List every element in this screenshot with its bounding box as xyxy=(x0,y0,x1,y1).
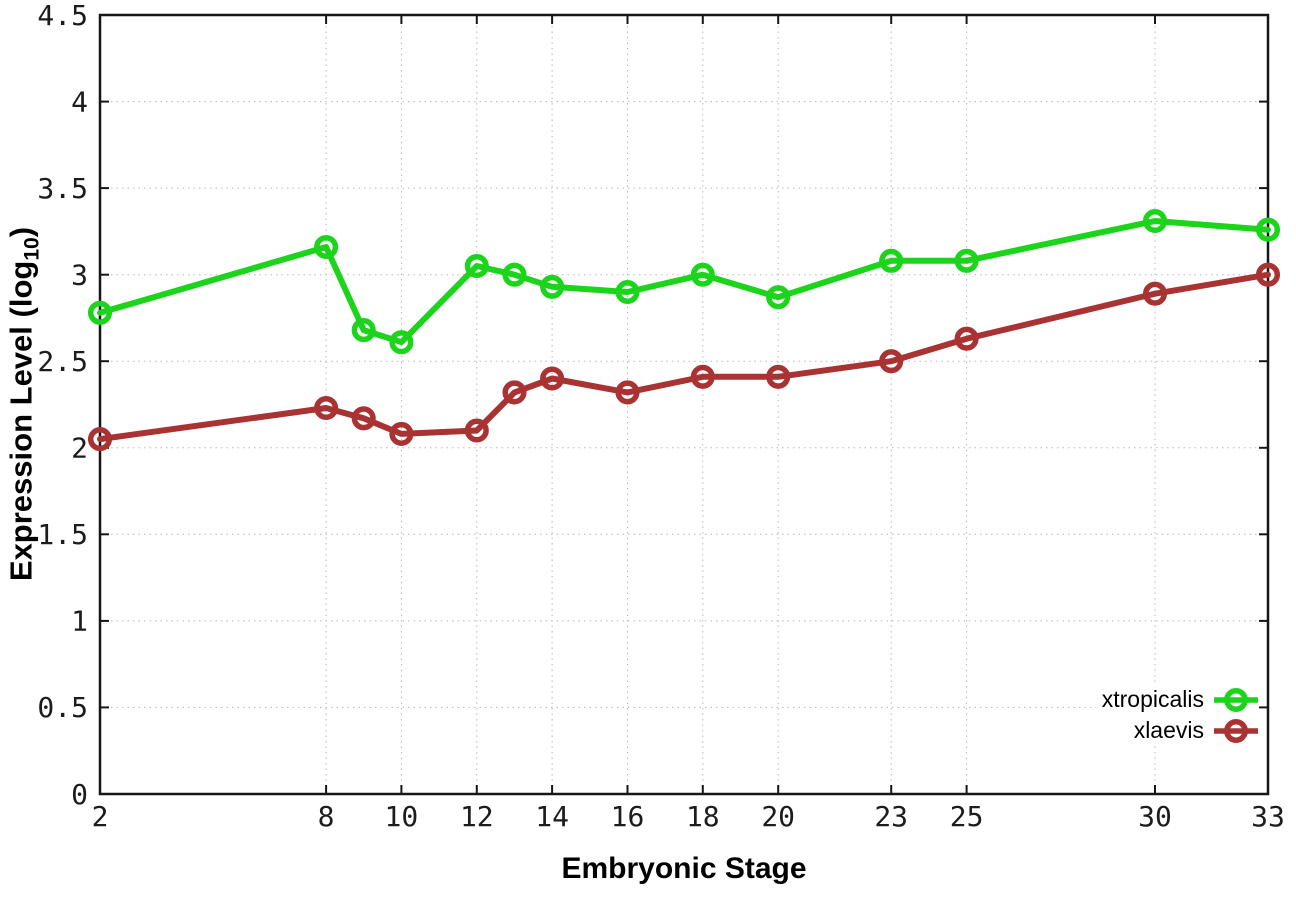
y-tick-label: 4 xyxy=(71,85,88,118)
xtropicalis-point xyxy=(464,253,489,279)
xtropicalis-point xyxy=(314,234,339,260)
y-tick-label: 1 xyxy=(71,605,88,638)
y-tick-label: 2.5 xyxy=(37,345,88,378)
xtropicalis-point xyxy=(1255,217,1281,242)
legend-label-xlaevis: xlaevis xyxy=(1133,717,1204,743)
xtropicalis-point xyxy=(540,274,565,299)
xlaevis-point xyxy=(540,366,565,391)
xtropicalis-point xyxy=(879,248,904,273)
xlaevis-point xyxy=(389,421,414,446)
y-tick-label: 0 xyxy=(71,778,88,811)
xlaevis-point xyxy=(615,380,640,405)
xlaevis-point xyxy=(1255,262,1281,287)
x-tick-label: 14 xyxy=(535,800,569,833)
legend-item-xlaevis: xlaevis xyxy=(1102,715,1259,746)
legend-item-xtropicalis: xtropicalis xyxy=(1102,684,1259,715)
xtropicalis-marker-icon xyxy=(1214,687,1258,712)
xlaevis-point xyxy=(351,406,376,431)
y-tick-label: 3.5 xyxy=(37,172,88,205)
xtropicalis-point xyxy=(690,262,715,287)
xlaevis-point xyxy=(464,418,489,443)
x-axis-title: Embryonic Stage xyxy=(561,852,807,885)
xtropicalis-point xyxy=(389,330,414,355)
legend-label-xtropicalis: xtropicalis xyxy=(1101,686,1204,712)
xtropicalis-point xyxy=(954,248,979,273)
x-tick-label: 8 xyxy=(318,800,335,833)
y-axis-title: Expression Level (log10) xyxy=(3,227,44,581)
xtropicalis-point xyxy=(351,318,376,343)
y-axis-title-suffix: ) xyxy=(3,226,39,238)
x-tick-label: 23 xyxy=(874,800,908,833)
y-tick-label: 3 xyxy=(71,259,88,292)
legend: xtropicalis xlaevis xyxy=(1095,684,1259,746)
xtropicalis-point xyxy=(615,279,640,305)
x-tick-label: 33 xyxy=(1251,800,1285,833)
plot-border xyxy=(98,13,1270,796)
y-axis-title-text: Expression Level (log xyxy=(3,260,39,582)
xlaevis-point xyxy=(1142,281,1168,306)
x-tick-label: 18 xyxy=(686,800,720,833)
xtropicalis-point xyxy=(502,262,527,287)
xlaevis-point xyxy=(766,364,791,389)
y-tick-label: 4.5 xyxy=(37,0,88,32)
xlaevis-point xyxy=(690,364,715,389)
xlaevis-point xyxy=(954,326,979,351)
x-tick-label: 20 xyxy=(761,800,795,833)
x-tick-label: 30 xyxy=(1138,800,1172,833)
xlaevis-line xyxy=(97,271,1271,443)
xtropicalis-point xyxy=(1142,208,1168,234)
xlaevis-point xyxy=(879,349,904,374)
x-tick-label: 10 xyxy=(385,800,419,833)
xtropicalis-point xyxy=(87,300,113,325)
x-tick-label: 25 xyxy=(950,800,984,833)
xlaevis-point xyxy=(502,380,527,405)
y-tick-label: 0.5 xyxy=(37,691,88,724)
y-axis-title-subscript: 10 xyxy=(20,237,44,261)
xlaevis-marker-icon xyxy=(1214,718,1258,743)
x-tick-label: 16 xyxy=(611,800,645,833)
xtropicalis-point xyxy=(766,285,791,310)
y-tick-label: 1.5 xyxy=(37,518,88,551)
x-tick-label: 2 xyxy=(92,800,109,833)
x-tick-label: 12 xyxy=(460,800,494,833)
xlaevis-point xyxy=(314,395,339,421)
xtropicalis-line xyxy=(97,218,1271,346)
xlaevis-point xyxy=(87,427,113,452)
y-tick-label: 2 xyxy=(71,432,88,465)
